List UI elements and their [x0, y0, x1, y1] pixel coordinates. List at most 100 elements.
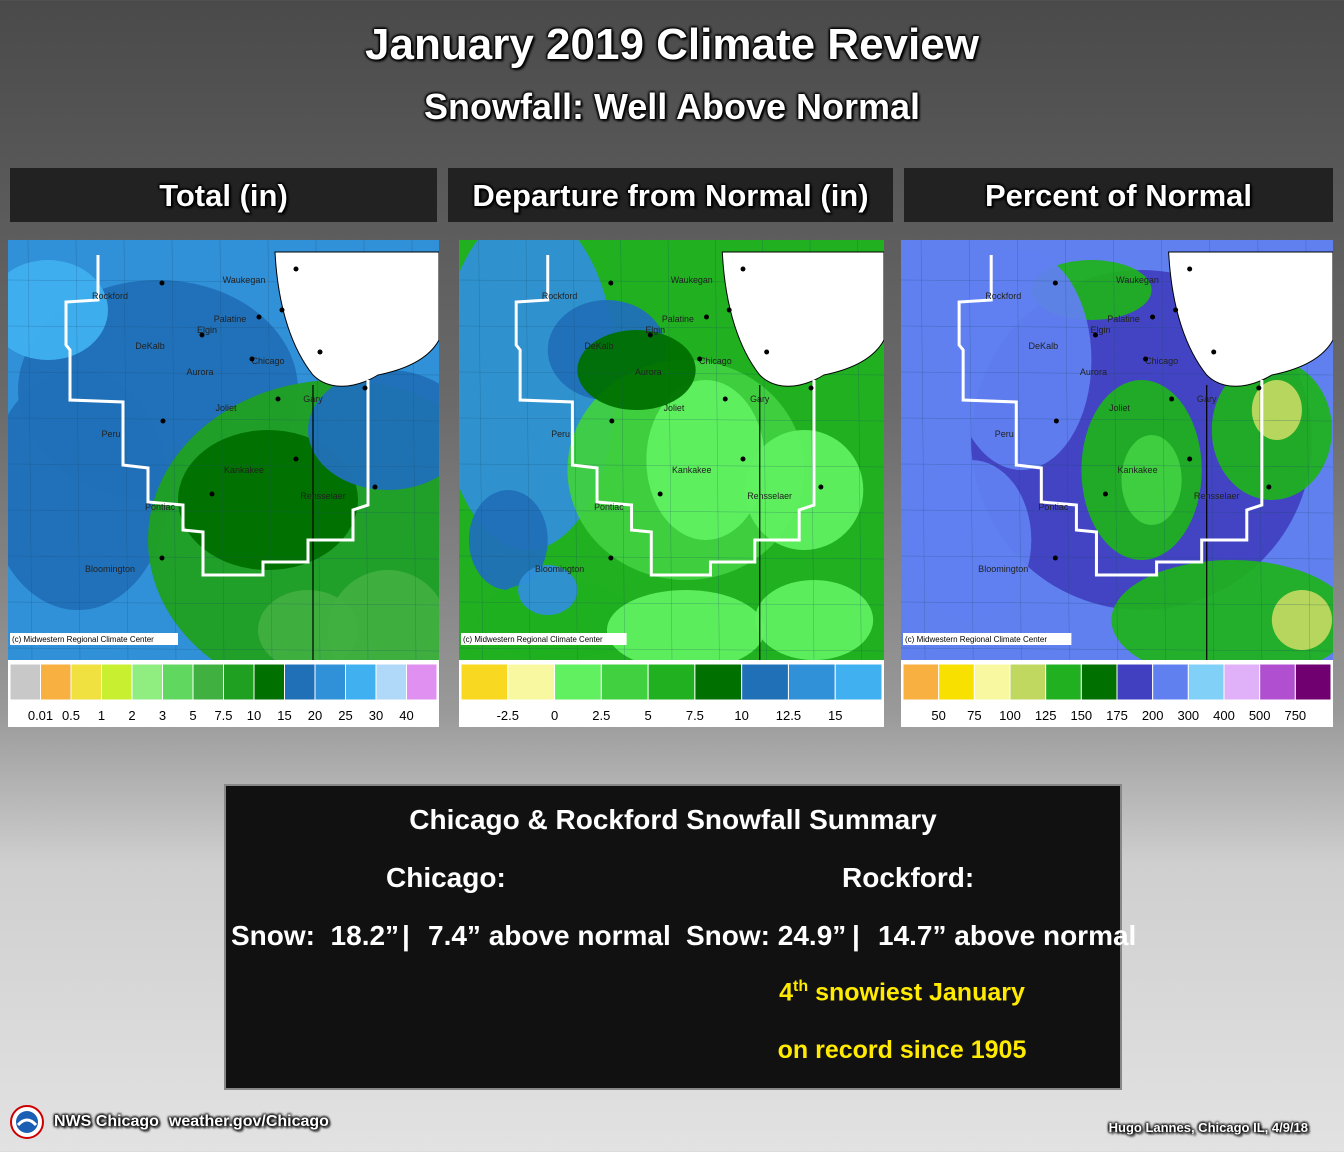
title: January 2019 Climate Review — [365, 20, 979, 69]
summary-box: Chicago & Rockford Snowfall Summary Chic… — [224, 784, 1136, 1090]
legend-swatch — [1009, 663, 1047, 701]
legend-label: 10 — [247, 708, 261, 723]
photo-credit: Hugo Lannes, Chicago IL, 4/9/18 — [1108, 1120, 1308, 1135]
city-dot — [275, 396, 281, 402]
county-line — [901, 601, 1333, 606]
city-label: Gary — [303, 394, 323, 404]
credit-bg — [903, 633, 1072, 645]
rank-line: 4th snowiest January — [226, 978, 1344, 1007]
snow-departure: 7.4” above normal — [428, 920, 671, 951]
summary-title: Chicago & Rockford Snowfall Summary — [409, 804, 937, 835]
url: weather.gov/Chicago — [168, 1113, 329, 1130]
credit: (c) Midwestern Regional Climate Center — [905, 635, 1047, 644]
city-dot — [704, 314, 709, 320]
legend-label: 7.5 — [686, 708, 704, 723]
legend-swatch — [741, 663, 789, 701]
legend-swatch — [406, 663, 438, 701]
city-label: Pontiac — [1038, 502, 1069, 512]
legend-label: 0 — [551, 708, 558, 723]
city-dot — [293, 266, 299, 272]
shading — [258, 590, 358, 660]
credit: (c) Midwestern Regional Climate Center — [463, 635, 603, 644]
credit-bg — [460, 633, 627, 645]
legend-swatch — [345, 663, 377, 701]
legend-swatch — [834, 663, 883, 701]
county-line — [478, 240, 483, 660]
legend-label: 750 — [1284, 708, 1306, 723]
city-label: Gary — [750, 394, 770, 404]
legend-label: 15 — [277, 708, 291, 723]
city-label: Rockford — [92, 291, 128, 301]
county-line — [8, 555, 439, 560]
city-dot — [1143, 356, 1149, 362]
shading — [744, 430, 864, 550]
city-dot — [1266, 484, 1272, 490]
shading — [577, 330, 696, 410]
legend-label: 2.5 — [592, 708, 610, 723]
city-label: Kankakee — [1118, 465, 1158, 475]
legend-label: 5 — [189, 708, 196, 723]
office: NWS Chicago — [54, 1113, 159, 1130]
legend-swatch — [70, 663, 102, 701]
record-line: on record since 1905 — [777, 1036, 1027, 1064]
county-line — [267, 240, 273, 660]
panel-title: Total (in) — [10, 168, 437, 222]
city-dot — [1052, 555, 1058, 561]
legend-swatch — [1152, 663, 1189, 701]
legend-swatch — [253, 663, 285, 701]
county-line — [459, 601, 884, 606]
city-label: Joliet — [215, 403, 237, 413]
city-heading: Chicago: — [386, 862, 506, 893]
city-label: Aurora — [635, 367, 662, 377]
legend-swatch — [507, 663, 556, 701]
legend-swatch — [554, 663, 602, 701]
city-dot — [1102, 491, 1108, 497]
county-line — [901, 555, 1333, 560]
city-label: Kankakee — [224, 465, 264, 475]
cwa-outline — [957, 255, 1264, 577]
city-label: Rensselaer — [300, 491, 346, 501]
county-line — [920, 240, 926, 660]
city-label: Aurora — [186, 367, 213, 377]
shading — [911, 460, 1032, 620]
legend-label: 40 — [399, 708, 413, 723]
city-dot — [1256, 385, 1262, 391]
city-label: Peru — [995, 429, 1014, 439]
city-dot — [647, 332, 653, 338]
county-line — [27, 240, 33, 660]
legend-swatch — [694, 663, 743, 701]
county-line — [573, 240, 578, 660]
city-label: Peru — [551, 429, 570, 439]
separator: | — [402, 920, 410, 951]
county-line — [1017, 240, 1022, 660]
shading — [1251, 380, 1302, 440]
legend-label: 200 — [1142, 708, 1164, 723]
footer: NWS Chicago weather.gov/Chicago — [10, 1104, 329, 1140]
city-dot — [1052, 280, 1058, 286]
lake-michigan — [274, 251, 439, 387]
legend-label: 5 — [644, 708, 651, 723]
legend-label: 7.5 — [214, 708, 232, 723]
city-dot — [362, 385, 368, 391]
lake-michigan — [721, 251, 884, 387]
legend-swatch — [1259, 663, 1296, 701]
legend-swatch — [40, 663, 72, 701]
county-line — [715, 240, 720, 660]
city-label: Elgin — [197, 325, 217, 335]
city-label: Pontiac — [145, 502, 176, 512]
panel-title: Departure from Normal (in) — [448, 168, 893, 222]
shading — [8, 260, 108, 360]
city-dot — [609, 418, 615, 424]
city-label: Peru — [101, 429, 120, 439]
legend-label: 30 — [369, 708, 383, 723]
legend-swatch — [1080, 663, 1118, 701]
legend-label: 3 — [159, 708, 166, 723]
city-label: DeKalb — [584, 341, 613, 351]
legend-label: 300 — [1177, 708, 1199, 723]
city-label: DeKalb — [1029, 341, 1059, 351]
city-dot — [1092, 332, 1098, 338]
legend-swatch — [1045, 663, 1082, 701]
